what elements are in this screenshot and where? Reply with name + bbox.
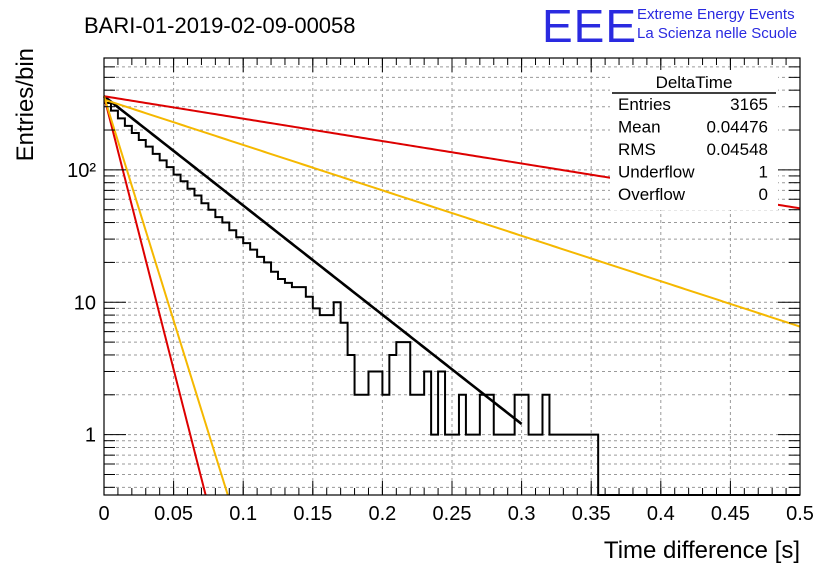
x-tick-label: 0.25 <box>433 503 472 525</box>
x-tick-label: 0.3 <box>508 503 536 525</box>
stats-value: 3165 <box>730 95 768 114</box>
x-tick-label: 0.5 <box>786 503 814 525</box>
x-tick-label: 0.1 <box>229 503 257 525</box>
fit-line <box>103 95 523 425</box>
fit-line <box>103 98 801 328</box>
stats-value: 0.04548 <box>707 140 768 159</box>
axis-ticks <box>103 57 801 495</box>
grid <box>103 57 801 495</box>
stats-label: Entries <box>618 95 671 114</box>
fit-line <box>103 95 229 496</box>
y-tick-label: 1 <box>85 425 96 447</box>
logo-mark: EEE <box>542 0 637 52</box>
chart-title: BARI-01-2019-02-09-00058 <box>84 13 356 38</box>
stats-value: 1 <box>759 163 768 182</box>
x-tick-label: 0.45 <box>711 503 750 525</box>
stats-title: DeltaTime <box>656 73 733 92</box>
stats-label: Mean <box>618 118 661 137</box>
x-tick-label: 0.35 <box>572 503 611 525</box>
tick-labels: 0 0.05 0.1 0.15 0.2 0.25 0.3 0.35 0.4 0.45 0.51101… <box>67 160 814 525</box>
x-tick-label: 0.15 <box>293 503 332 525</box>
eee-logo: EEE Extreme Energy Events La Scienza nel… <box>542 0 797 52</box>
fit-line <box>103 95 207 496</box>
y-tick-label: 10² <box>67 160 96 182</box>
stats-label: Overflow <box>618 185 686 204</box>
y-tick-label: 10 <box>74 292 96 314</box>
stats-value: 0 <box>759 185 768 204</box>
x-tick-label: 0.05 <box>154 503 193 525</box>
stats-box: DeltaTime Entries 3165 Mean 0.04476 RMS 0.045… <box>610 70 778 210</box>
x-axis-label: Time difference [s] <box>604 537 800 564</box>
x-tick-label: 0.4 <box>647 503 675 525</box>
stats-label: Underflow <box>618 163 695 182</box>
logo-line2: La Scienza nelle Scuole <box>637 25 797 42</box>
logo-line1: Extreme Energy Events <box>637 6 795 23</box>
x-tick-label: 0 <box>98 503 109 525</box>
x-tick-label: 0.2 <box>368 503 396 525</box>
stats-label: RMS <box>618 140 656 159</box>
y-axis-label: Entries/bin <box>12 48 39 161</box>
stats-value: 0.04476 <box>707 118 768 137</box>
